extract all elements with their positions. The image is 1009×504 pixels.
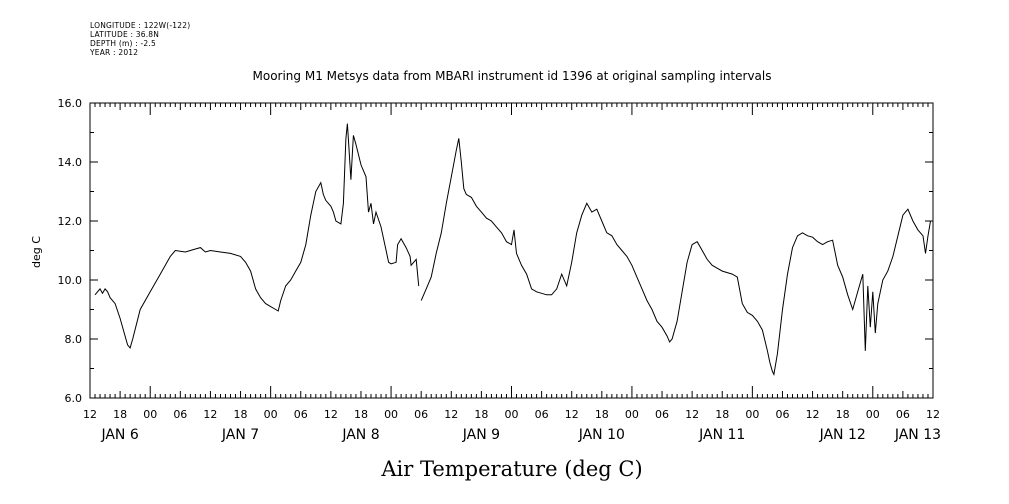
x-tick-label: 18 xyxy=(836,408,850,421)
x-tick-label: 18 xyxy=(715,408,729,421)
y-axis: 6.0 8.0 10.0 12.0 14.0 16.0 xyxy=(58,97,933,405)
longitude-label: LONGITUDE : 122W(-122) xyxy=(90,21,191,30)
x-tick-label: 06 xyxy=(896,408,910,421)
x-tick-label: 00 xyxy=(505,408,519,421)
x-tick-label: 12 xyxy=(926,408,940,421)
x-tick-label: 18 xyxy=(474,408,488,421)
y-tick-label: 12.0 xyxy=(58,215,83,228)
x-day-label: JAN 10 xyxy=(578,427,625,443)
y-tick-label: 8.0 xyxy=(65,333,83,346)
x-tick-label: 00 xyxy=(384,408,398,421)
x-day-label: JAN 11 xyxy=(698,427,745,443)
x-tick-label: 12 xyxy=(203,408,217,421)
x-tick-label: 06 xyxy=(414,408,428,421)
y-tick-label: 14.0 xyxy=(58,156,83,169)
x-day-label: JAN 12 xyxy=(819,427,866,443)
x-tick-label: 06 xyxy=(775,408,789,421)
x-day-label: JAN 7 xyxy=(221,427,259,443)
x-tick-label: 00 xyxy=(745,408,759,421)
x-tick-label: 18 xyxy=(234,408,248,421)
y-tick-label: 16.0 xyxy=(58,97,83,110)
y-tick-label: 6.0 xyxy=(65,392,83,405)
x-tick-label: 12 xyxy=(83,408,97,421)
x-tick-label: 12 xyxy=(565,408,579,421)
x-tick-label: 18 xyxy=(113,408,127,421)
x-axis: 12 18 00 06 12 18 00 06 12 18 00 06 12 18 00 06 12 18 00 06… xyxy=(83,103,941,443)
dataset-metadata: LONGITUDE : 122W(-122) LATITUDE : 36.8N … xyxy=(90,21,190,57)
x-axis-label: Air Temperature (deg C) xyxy=(380,457,642,481)
x-tick-label: 00 xyxy=(264,408,278,421)
x-day-label: JAN 13 xyxy=(894,427,941,443)
x-tick-label: 06 xyxy=(535,408,549,421)
series-line xyxy=(94,123,420,349)
x-day-label: JAN 6 xyxy=(100,427,138,443)
x-tick-label: 06 xyxy=(655,408,669,421)
series-line xyxy=(420,138,931,376)
x-tick-label: 12 xyxy=(324,408,338,421)
y-tick-label: 10.0 xyxy=(58,274,83,287)
x-tick-label: 12 xyxy=(806,408,820,421)
year-label: YEAR : 2012 xyxy=(90,48,139,57)
x-day-label: JAN 8 xyxy=(341,427,379,443)
latitude-label: LATITUDE : 36.8N xyxy=(90,30,160,39)
x-tick-label: 06 xyxy=(294,408,308,421)
series-layer xyxy=(94,123,931,376)
x-tick-label: 00 xyxy=(143,408,157,421)
chart-title: Mooring M1 Metsys data from MBARI instru… xyxy=(253,69,772,83)
x-tick-label: 06 xyxy=(173,408,187,421)
plot-border xyxy=(89,102,934,399)
x-tick-label: 12 xyxy=(444,408,458,421)
x-tick-label: 00 xyxy=(625,408,639,421)
x-tick-label: 00 xyxy=(866,408,880,421)
x-tick-label: 12 xyxy=(685,408,699,421)
depth-label: DEPTH (m) : -2.5 xyxy=(90,39,156,48)
y-axis-label: deg C xyxy=(30,236,43,268)
x-tick-label: 18 xyxy=(595,408,609,421)
x-tick-label: 18 xyxy=(354,408,368,421)
plot-frame xyxy=(89,102,934,399)
x-day-label: JAN 9 xyxy=(462,427,500,443)
